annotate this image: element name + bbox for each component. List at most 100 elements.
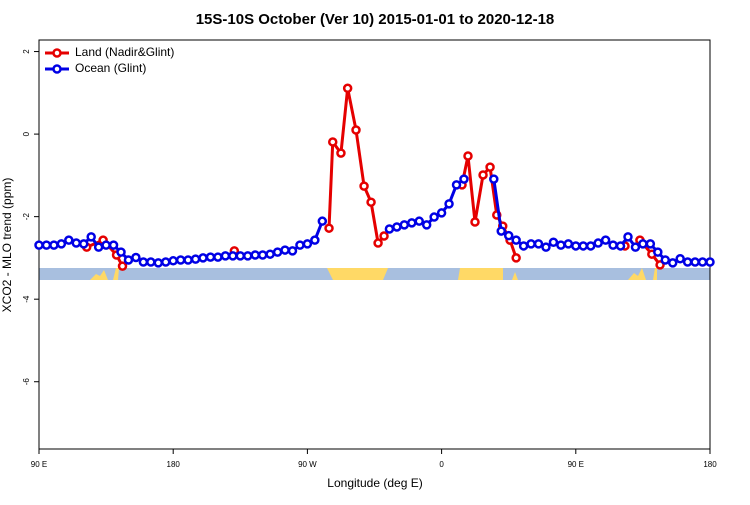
legend-label: Ocean (Glint)	[75, 61, 146, 75]
legend-marker	[52, 64, 62, 74]
data-point	[228, 251, 238, 261]
data-point	[101, 240, 111, 250]
data-point	[183, 255, 193, 265]
data-point	[108, 240, 119, 250]
y-tick-label: -4	[22, 295, 31, 303]
data-point	[630, 242, 641, 252]
data-point	[359, 181, 369, 191]
land-strip	[327, 268, 388, 280]
data-point	[160, 257, 171, 267]
x-tick-label: 180	[167, 460, 181, 469]
data-point	[366, 197, 376, 207]
y-tick-label: 0	[22, 131, 31, 136]
land-strip	[512, 272, 518, 280]
data-point	[168, 256, 178, 266]
data-point	[131, 252, 141, 263]
data-point	[682, 257, 693, 267]
data-point	[593, 238, 603, 248]
data-point	[34, 240, 44, 250]
data-point	[660, 255, 671, 265]
y-tick-label: -6	[22, 378, 31, 386]
data-point	[489, 174, 499, 184]
land-strip	[628, 268, 646, 280]
data-point	[287, 246, 298, 256]
data-point	[638, 239, 648, 249]
data-point	[436, 208, 447, 218]
data-point	[578, 241, 589, 251]
data-point	[444, 199, 454, 209]
data-point	[235, 251, 246, 261]
data-point	[190, 254, 201, 264]
data-point	[153, 258, 164, 268]
data-point	[317, 216, 328, 226]
data-point	[653, 247, 663, 257]
data-point	[205, 252, 216, 262]
data-point	[78, 239, 89, 249]
legend-label: Land (Nadir&Glint)	[75, 45, 174, 59]
data-point	[463, 151, 473, 161]
y-tick-label: 2	[22, 49, 31, 54]
data-point	[399, 220, 410, 230]
legend-marker	[52, 48, 62, 58]
data-point	[645, 239, 656, 249]
data-point	[342, 83, 353, 94]
data-point	[585, 241, 596, 251]
data-point	[220, 251, 231, 261]
data-point	[511, 235, 521, 245]
data-point	[49, 240, 59, 250]
data-point	[272, 247, 283, 257]
data-point	[146, 257, 156, 267]
y-axis-label: XCO2 - MLO trend (ppm)	[0, 178, 14, 313]
data-point	[414, 216, 424, 226]
data-point	[511, 253, 521, 263]
data-point	[533, 239, 544, 249]
data-point	[459, 174, 469, 184]
data-point	[257, 250, 268, 260]
data-point	[310, 235, 320, 245]
data-point	[336, 148, 346, 158]
data-point	[198, 253, 208, 263]
x-tick-label: 0	[439, 460, 444, 469]
data-point	[478, 170, 488, 180]
data-point	[64, 235, 74, 245]
data-point	[324, 223, 334, 233]
data-point	[243, 251, 253, 261]
x-tick-label: 90 E	[31, 460, 47, 469]
x-tick-label: 90 E	[568, 460, 584, 469]
data-point	[496, 226, 506, 236]
data-point	[518, 241, 529, 251]
data-point	[690, 257, 700, 267]
data-point	[71, 238, 82, 248]
land-strip	[458, 268, 503, 280]
data-point	[250, 250, 260, 260]
data-point	[93, 242, 104, 252]
data-point	[86, 232, 96, 242]
data-point	[470, 217, 480, 227]
land-ocean-strip	[39, 268, 710, 280]
data-point	[485, 162, 495, 172]
data-point	[556, 240, 566, 250]
data-point	[563, 239, 574, 249]
data-point	[675, 253, 685, 264]
data-point	[351, 125, 361, 135]
data-point	[503, 230, 514, 241]
data-point	[138, 257, 149, 267]
land-strip	[653, 268, 657, 280]
land-strip	[113, 268, 119, 280]
data-point	[213, 252, 223, 262]
data-point	[302, 239, 313, 249]
data-point	[327, 137, 338, 147]
data-point	[280, 245, 290, 255]
x-axis-label: Longitude (deg E)	[327, 476, 422, 490]
data-point	[697, 257, 708, 267]
data-point	[175, 255, 186, 265]
data-point	[429, 212, 439, 222]
data-point	[705, 257, 715, 267]
data-point	[265, 249, 275, 259]
data-point	[384, 224, 395, 234]
data-point	[407, 218, 417, 228]
data-point	[667, 258, 678, 268]
data-point	[421, 220, 432, 230]
data-point	[571, 241, 581, 251]
